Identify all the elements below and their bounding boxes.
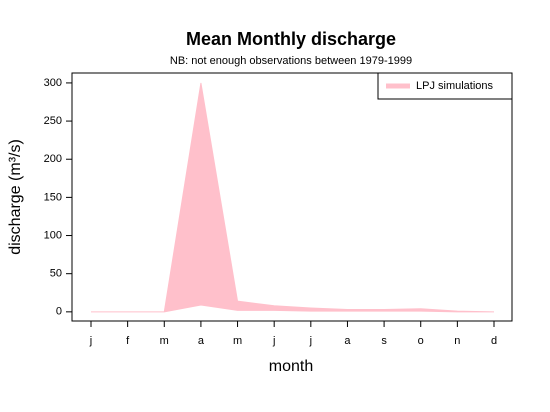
x-tick-label: d bbox=[491, 335, 497, 347]
y-tick-label: 0 bbox=[56, 306, 62, 318]
y-tick-label: 50 bbox=[50, 268, 62, 280]
x-tick-label: j bbox=[309, 335, 312, 347]
x-tick-label: j bbox=[89, 335, 92, 347]
chart-title: Mean Monthly discharge bbox=[186, 29, 396, 49]
x-tick-label: s bbox=[381, 335, 387, 347]
x-tick-label: f bbox=[126, 335, 130, 347]
x-tick-label: m bbox=[160, 335, 169, 347]
y-tick-label: 300 bbox=[44, 77, 62, 89]
x-tick-label: a bbox=[198, 335, 205, 347]
x-tick-label: a bbox=[344, 335, 351, 347]
y-axis-label: discharge (m³/s) bbox=[7, 139, 24, 255]
y-tick-label: 150 bbox=[44, 191, 62, 203]
plot-frame bbox=[71, 72, 513, 322]
y-tick-label: 250 bbox=[44, 115, 62, 127]
x-tick-label: n bbox=[454, 335, 460, 347]
legend-label: LPJ simulations bbox=[416, 80, 494, 92]
x-axis-label: month bbox=[269, 358, 313, 375]
band-area bbox=[91, 82, 495, 313]
x-tick-label: m bbox=[233, 335, 242, 347]
x-tick-label: o bbox=[418, 335, 424, 347]
y-tick-label: 200 bbox=[44, 153, 62, 165]
y-tick-label: 100 bbox=[44, 229, 62, 241]
x-tick-label: j bbox=[272, 335, 275, 347]
chart-subtitle: NB: not enough observations between 1979… bbox=[170, 55, 412, 67]
